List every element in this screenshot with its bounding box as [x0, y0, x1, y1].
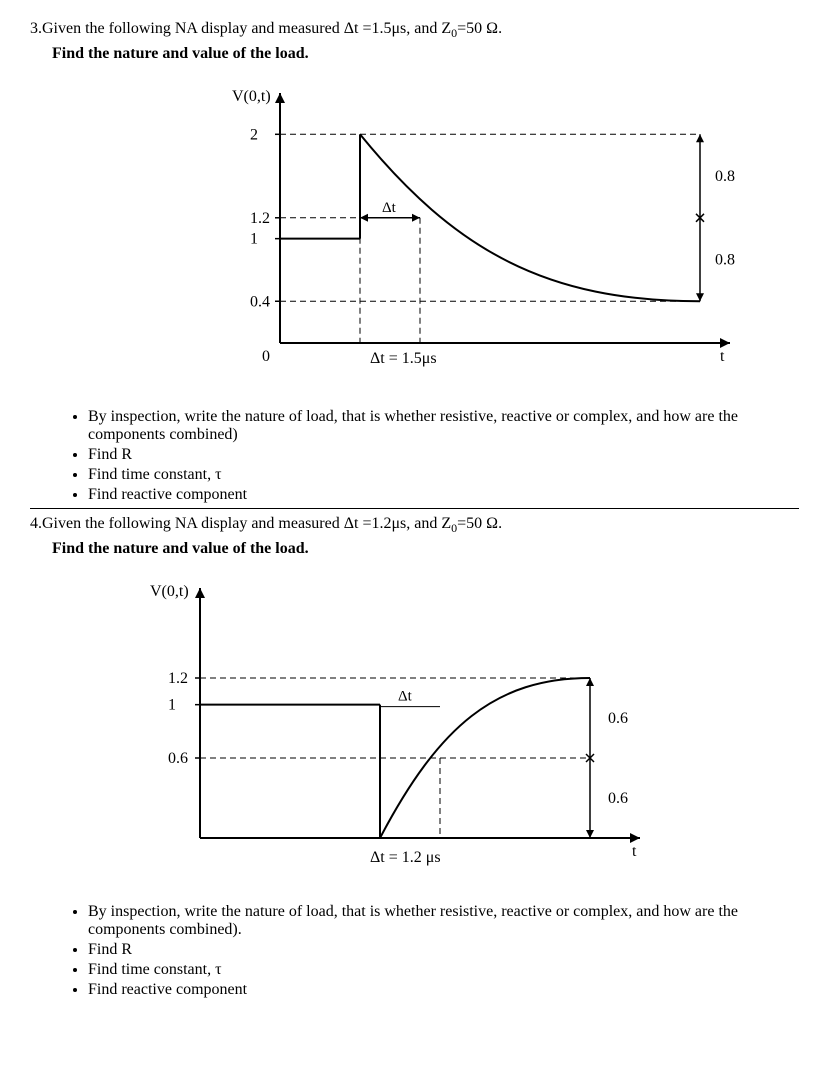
- q3-chart: V(0,t) 0 t 0.4 1 1.2 2 Δt Δt = 1.5μs 0.8 0.8: [200, 83, 799, 388]
- svg-text:t: t: [720, 348, 725, 365]
- svg-text:1: 1: [250, 231, 258, 248]
- q3-task-list: By inspection, write the nature of load,…: [30, 408, 799, 504]
- task-item: Find time constant, τ: [88, 961, 799, 979]
- svg-text:0.8: 0.8: [715, 168, 735, 185]
- q4-header-bold: Find the nature and value of the load.: [52, 540, 799, 558]
- q3-header-post: =50 Ω.: [457, 20, 502, 37]
- svg-text:1.2: 1.2: [168, 670, 188, 687]
- separator: [30, 508, 799, 509]
- svg-text:Δt: Δt: [398, 689, 413, 705]
- q3-header-pre: Given the following NA display and measu…: [42, 20, 451, 37]
- task-item: By inspection, write the nature of load,…: [88, 408, 799, 444]
- task-item: Find reactive component: [88, 981, 799, 999]
- svg-text:V(0,t): V(0,t): [232, 88, 271, 105]
- svg-text:Δt = 1.5μs: Δt = 1.5μs: [370, 350, 437, 367]
- svg-text:0.6: 0.6: [168, 750, 188, 767]
- q3-number: 3.: [30, 20, 42, 37]
- svg-text:0: 0: [262, 348, 270, 365]
- q4-chart: V(0,t) t 0.6 1 1.2 Δt Δt = 1.2 μs 0.6 0.6: [140, 578, 799, 883]
- svg-text:Δt: Δt: [382, 200, 397, 216]
- q4-header-pre: Given the following NA display and measu…: [42, 515, 451, 532]
- svg-text:0.6: 0.6: [608, 790, 628, 807]
- q3-header: 3.Given the following NA display and mea…: [30, 20, 799, 41]
- q4-header: 4.Given the following NA display and mea…: [30, 515, 799, 536]
- q4-header-post: =50 Ω.: [457, 515, 502, 532]
- svg-text:0.4: 0.4: [250, 293, 270, 310]
- task-item: By inspection, write the nature of load,…: [88, 903, 799, 939]
- svg-text:0.6: 0.6: [608, 710, 628, 727]
- svg-text:1: 1: [168, 697, 176, 714]
- svg-text:Δt = 1.2 μs: Δt = 1.2 μs: [370, 849, 441, 866]
- task-item: Find reactive component: [88, 486, 799, 504]
- q4-number: 4.: [30, 515, 42, 532]
- task-item: Find R: [88, 941, 799, 959]
- svg-text:0.8: 0.8: [715, 252, 735, 269]
- task-item: Find time constant, τ: [88, 466, 799, 484]
- svg-text:1.2: 1.2: [250, 210, 270, 227]
- svg-text:t: t: [632, 843, 637, 860]
- q3-header-bold: Find the nature and value of the load.: [52, 45, 799, 63]
- svg-text:V(0,t): V(0,t): [150, 583, 189, 600]
- q4-task-list: By inspection, write the nature of load,…: [30, 903, 799, 999]
- svg-text:2: 2: [250, 126, 258, 143]
- task-item: Find R: [88, 446, 799, 464]
